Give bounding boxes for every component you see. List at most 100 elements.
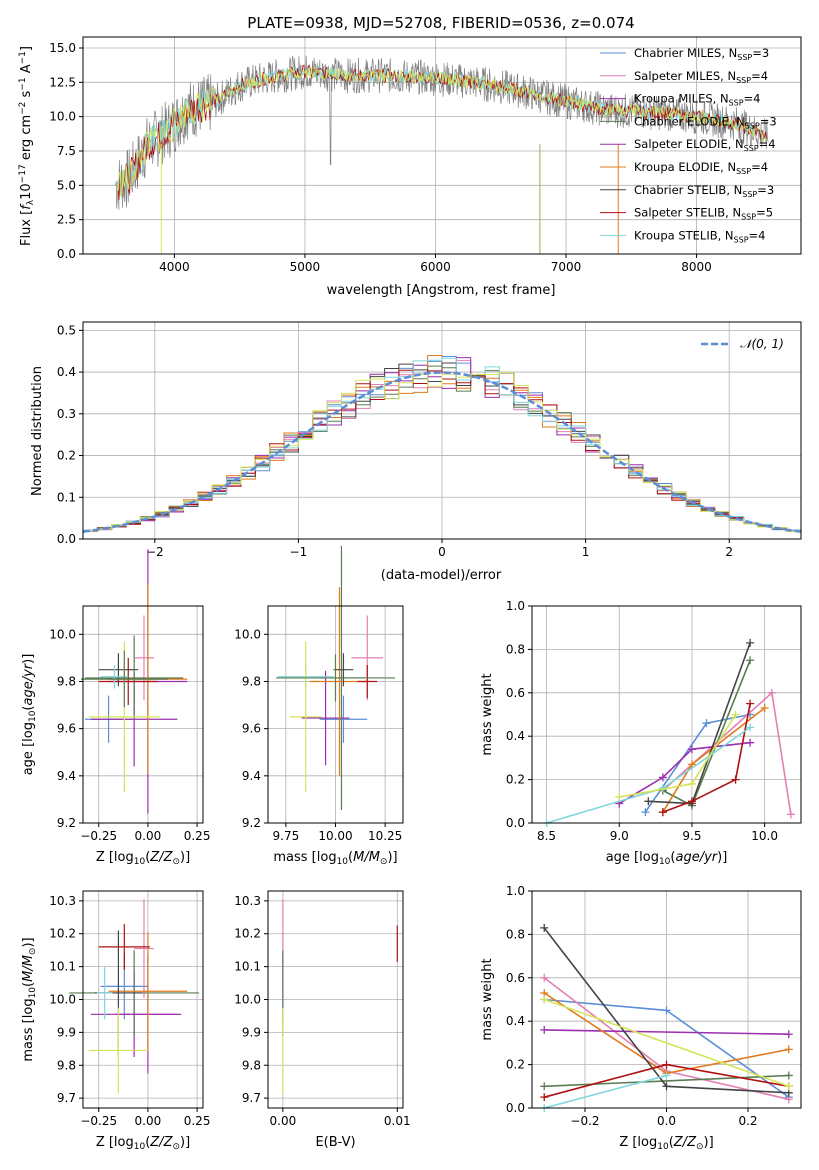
gridlines: 8.5 9.0 9.5 10.0 0.0 0.2 0.4 0.6 0.8 1.0: [506, 599, 801, 843]
spectrum-title: PLATE=0938, MJD=52708, FIBERID=0536, z=0…: [247, 14, 634, 32]
axes-frame: [531, 605, 802, 824]
y-tick-label: 9.7: [57, 1091, 76, 1105]
spectrum-xlabel: wavelength [Angstrom, rest frame]: [327, 283, 556, 298]
label-math: M/M: [21, 955, 36, 982]
legend-label: Salpeter MILES, NSSP=4: [634, 69, 768, 85]
mass-weight-line: [544, 1074, 789, 1088]
y-tick-label: 0.4: [57, 365, 76, 379]
mass-weight-line: [662, 707, 766, 813]
y-tick-label: 0.1: [57, 490, 76, 504]
subscript: SSP: [734, 235, 749, 244]
residual-histogram-step: [83, 372, 801, 532]
x-tick-label: 0.0: [657, 1114, 676, 1128]
age-vs-mass-panel: 9.75 10.00 10.25 9.2 9.4 9.6 9.8 10.0 mass [log1…: [234, 545, 404, 867]
y-tick-label: 0.6: [506, 686, 525, 700]
x-tick-label: −1: [290, 545, 308, 559]
legend-count: =4: [751, 69, 768, 83]
legend-label: Chabrier STELIB, NSSP=3: [634, 183, 774, 199]
mass-weight-marker: [784, 1030, 793, 1039]
y-tick-label: 10.0: [234, 993, 261, 1007]
mass-weight-line: [543, 998, 790, 1088]
mass-weight-marker: [687, 797, 696, 806]
label-close: )]: [21, 937, 36, 947]
y-tick-label: 0.8: [506, 927, 525, 941]
y-tick-label: 9.8: [57, 1058, 76, 1072]
legend-label: Kroupa ELODIE, NSSP=4: [634, 160, 768, 176]
residual-histogram-step: [83, 357, 801, 531]
legend-count: =3: [752, 46, 769, 60]
y-axis-label: mass weight: [480, 958, 495, 1040]
mass-weight-marker: [540, 995, 549, 1004]
age-vs-metallicity-panel: −0.25 0.00 0.25 9.2 9.4 9.6 9.8 10.0 Z [log10(Z/…: [21, 549, 210, 867]
subscript: 10: [659, 857, 671, 867]
x-axis-label: mass [log10(M/M⊙)]: [273, 850, 397, 867]
label-close: )]: [180, 1135, 190, 1150]
x-tick-label: 9.0: [610, 829, 629, 843]
massweight-vs-metallicity-panel: −0.2 0.0 0.2 0.0 0.2 0.4 0.6 0.8 1.0 Z [log10(Z/Z…: [480, 884, 802, 1152]
x-tick-label: 0.25: [184, 829, 211, 843]
mass-weight-marker: [540, 1082, 549, 1091]
y-tick-label: 0.4: [506, 729, 525, 743]
y-tick-label: 10.0: [234, 627, 261, 641]
y-tick-label: 0.5: [57, 323, 76, 337]
normal-distribution-curve: [82, 371, 802, 533]
y-tick-label: 0.0: [57, 532, 76, 546]
mass-weight-marker: [662, 1082, 671, 1091]
mass-weight-line: [619, 714, 737, 798]
x-axis-label: Z [log10(Z/Z⊙)]: [96, 1135, 190, 1152]
y-tick-label: 9.4: [242, 769, 261, 783]
y-tick-label: 10.2: [49, 927, 76, 941]
label-math: (: [670, 850, 675, 865]
x-tick-label: 10.0: [751, 829, 778, 843]
x-axis-label: Z [log10(Z/Z⊙)]: [96, 850, 190, 867]
y-tick-label: 1.0: [506, 599, 525, 613]
x-tick-label: 9.75: [273, 829, 300, 843]
mass-weight-line: [543, 1074, 667, 1109]
spectrum-axes-frame: [82, 36, 802, 255]
x-tick-label: 7000: [551, 260, 582, 274]
y-axis-label: mass weight: [480, 673, 495, 755]
mass-weight-marker: [746, 723, 755, 732]
subscript: SSP: [744, 144, 759, 153]
legend-label: Kroupa MILES, NSSP=4: [634, 92, 760, 108]
x-tick-label: 8000: [681, 260, 712, 274]
label-math: age/yr: [675, 850, 718, 865]
mass-vs-metallicity-panel: −0.25 0.00 0.25 9.7 9.8 9.9 10.0 10.1 10.2 10.3 Z …: [21, 890, 210, 1152]
x-tick-label: 0.2: [738, 1114, 757, 1128]
subscript: 10: [337, 857, 349, 867]
subscript: SSP: [736, 167, 751, 176]
mass-weight-marker: [702, 719, 711, 728]
mass-weight-marker: [784, 1045, 793, 1054]
mass-weight-line: [544, 1029, 789, 1035]
spectrum-legend: Chabrier MILES, NSSP=3 Salpeter MILES, NS…: [600, 46, 777, 244]
legend-count: =4: [751, 160, 768, 174]
y-tick-label: 10.1: [234, 960, 261, 974]
y-tick-label: 2.5: [57, 213, 76, 227]
label-math: age/yr: [21, 662, 36, 705]
y-tick-label: 9.6: [242, 722, 261, 736]
y-tick-label: 10.0: [49, 110, 76, 124]
y-tick-label: 9.9: [242, 1025, 261, 1039]
x-axis-label: Z [log10(Z/Z⊙)]: [619, 1135, 713, 1152]
y-tick-label: 10.0: [49, 993, 76, 1007]
x-tick-label: 4000: [159, 260, 190, 274]
histogram-legend: 𝒩(0, 1): [701, 337, 784, 351]
x-tick-label: −0.2: [570, 1114, 599, 1128]
x-tick-label: 1: [582, 545, 590, 559]
y-tick-label: 0.2: [506, 1058, 525, 1072]
subscript: 10: [134, 1142, 146, 1152]
y-tick-label: 9.8: [57, 674, 76, 688]
x-tick-label: −0.25: [80, 1114, 117, 1128]
mass-weight-marker: [687, 779, 696, 788]
plot-data: [282, 899, 398, 1094]
mass-weight-marker: [658, 773, 667, 782]
x-tick-label: 2: [725, 545, 733, 559]
legend-label: Salpeter STELIB, NSSP=5: [634, 206, 773, 222]
label-math: Z/Z: [149, 850, 173, 865]
mass-weight-marker: [540, 1093, 549, 1102]
mass-weight-line: [618, 741, 751, 805]
mass-weight-marker: [746, 738, 755, 747]
mass-weight-marker: [644, 797, 653, 806]
y-tick-label: 1.0: [506, 884, 525, 898]
spectrum-ylabel: Flux [fλ10−17 erg cm−2 s−1 A−1]: [18, 46, 36, 246]
